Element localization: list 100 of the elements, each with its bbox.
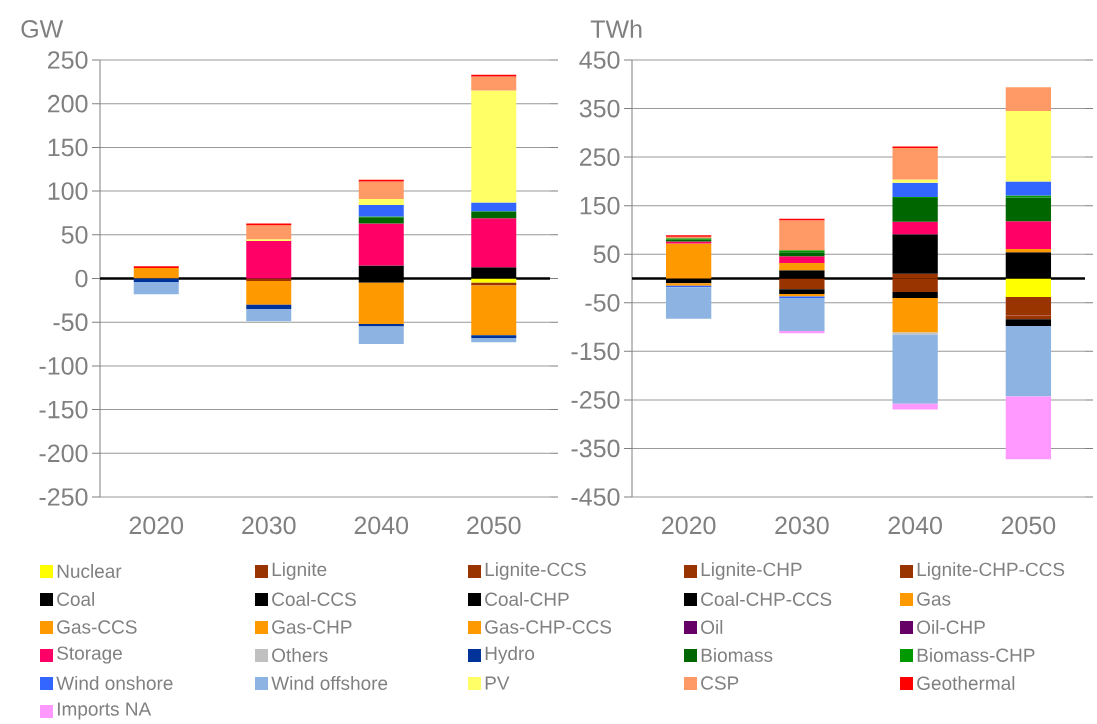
y-tick-label: 100: [48, 182, 88, 200]
x-tick-label: 2040: [888, 516, 942, 535]
bar: [358, 282, 404, 324]
bar: [471, 90, 517, 203]
legend-label: Gas-CHP-CCS: [485, 620, 612, 634]
legend-label: Coal-CHP: [485, 592, 569, 606]
bar: [892, 403, 938, 410]
legend-label: Oil-CHP: [917, 620, 985, 634]
bar: [246, 281, 292, 303]
bar: [892, 332, 938, 335]
bar: [892, 197, 938, 222]
legend-label: Oil: [701, 620, 723, 634]
x-tick-label: 2020: [129, 516, 184, 535]
legend-label: Lignite-CHP-CCS: [917, 562, 1065, 580]
y-tick-label: 150: [48, 138, 88, 157]
legend-label: Wind onshore: [56, 676, 173, 690]
legend-label: PV: [485, 676, 510, 690]
bar: [471, 212, 517, 219]
legend-label: Hydro: [485, 646, 535, 664]
bar: [892, 292, 938, 298]
y-tick-label: 450: [579, 51, 620, 69]
legend-label: Lignite: [272, 562, 327, 580]
legend-label: Gas-CCS: [57, 620, 137, 634]
bar: [358, 205, 404, 217]
x-tick-label: 2050: [467, 516, 521, 535]
bar: [358, 198, 404, 206]
x-tick-label: 2040: [354, 516, 409, 535]
bar: [892, 182, 938, 197]
y-tick-label: -50: [585, 293, 620, 312]
legend-label: Lignite-CHP: [701, 562, 802, 580]
bar: [892, 297, 938, 333]
bar: [892, 334, 938, 404]
legend-label: Coal-CCS: [272, 592, 356, 606]
bar: [1005, 278, 1052, 297]
bar: [358, 181, 404, 199]
bar: [246, 225, 292, 240]
y-tick-label: 200: [48, 94, 88, 113]
bar: [471, 335, 517, 338]
legend-label: Biomass: [701, 648, 773, 662]
legend-label: Biomass-CHP: [917, 648, 1035, 662]
bar: [358, 323, 404, 327]
bar: [471, 76, 517, 91]
bar: [892, 278, 938, 293]
legend-label: Wind offshore: [271, 676, 388, 690]
bar: [246, 278, 292, 282]
bar: [471, 285, 517, 336]
x-tick-label: 2020: [662, 516, 716, 535]
legend-label: Lignite-CCS: [485, 562, 586, 580]
legend-label: CSP: [701, 676, 739, 690]
bar: [665, 287, 712, 319]
y-tick-label: 50: [61, 225, 88, 244]
bar: [1005, 296, 1052, 316]
legend-label: Others: [272, 648, 328, 662]
bar: [665, 243, 712, 279]
y-axis-title: TWh: [590, 19, 642, 38]
x-tick-label: 2050: [1001, 516, 1056, 535]
y-tick-label: 250: [580, 148, 620, 166]
y-tick-label: -450: [571, 488, 620, 506]
bar: [1005, 326, 1052, 397]
legend-label: Gas-CHP: [272, 620, 352, 634]
bar: [779, 256, 825, 263]
legend-label: Coal-CHP-CCS: [701, 592, 832, 606]
y-tick-label: -250: [571, 391, 620, 409]
bar: [246, 304, 292, 310]
legend-label: Nuclear: [57, 564, 122, 578]
y-tick-label: 0: [75, 269, 88, 288]
y-tick-label: -200: [39, 444, 88, 463]
bar: [892, 221, 938, 235]
bar: [471, 337, 517, 343]
legend-label: Storage: [57, 646, 122, 664]
bar: [246, 309, 292, 322]
bar: [779, 252, 825, 257]
legend-label: Geothermal: [917, 676, 1015, 690]
bar: [358, 217, 404, 224]
y-tick-label: 350: [579, 99, 620, 118]
bar: [1005, 110, 1052, 182]
legend-label: Coal: [57, 592, 94, 606]
bar: [892, 234, 938, 274]
bar: [133, 268, 179, 279]
y-tick-label: -350: [571, 439, 620, 458]
bar: [779, 297, 825, 331]
bar: [892, 179, 938, 183]
bar: [471, 202, 517, 212]
bar: [1005, 181, 1052, 196]
bar: [1005, 87, 1052, 111]
y-tick-label: -150: [39, 400, 88, 419]
bar: [892, 147, 938, 180]
bar: [779, 262, 825, 271]
bar: [246, 240, 292, 279]
x-tick-label: 2030: [242, 516, 296, 535]
y-tick-label: 50: [593, 245, 620, 264]
bar: [1005, 221, 1052, 249]
bar: [1005, 396, 1052, 460]
legend-label: Imports NA: [57, 702, 152, 720]
y-tick-label: -50: [53, 313, 88, 332]
y-tick-label: -250: [39, 488, 88, 506]
legend-label: Gas: [917, 592, 951, 606]
bar: [779, 278, 825, 290]
bar: [133, 282, 179, 295]
bar: [358, 223, 404, 266]
